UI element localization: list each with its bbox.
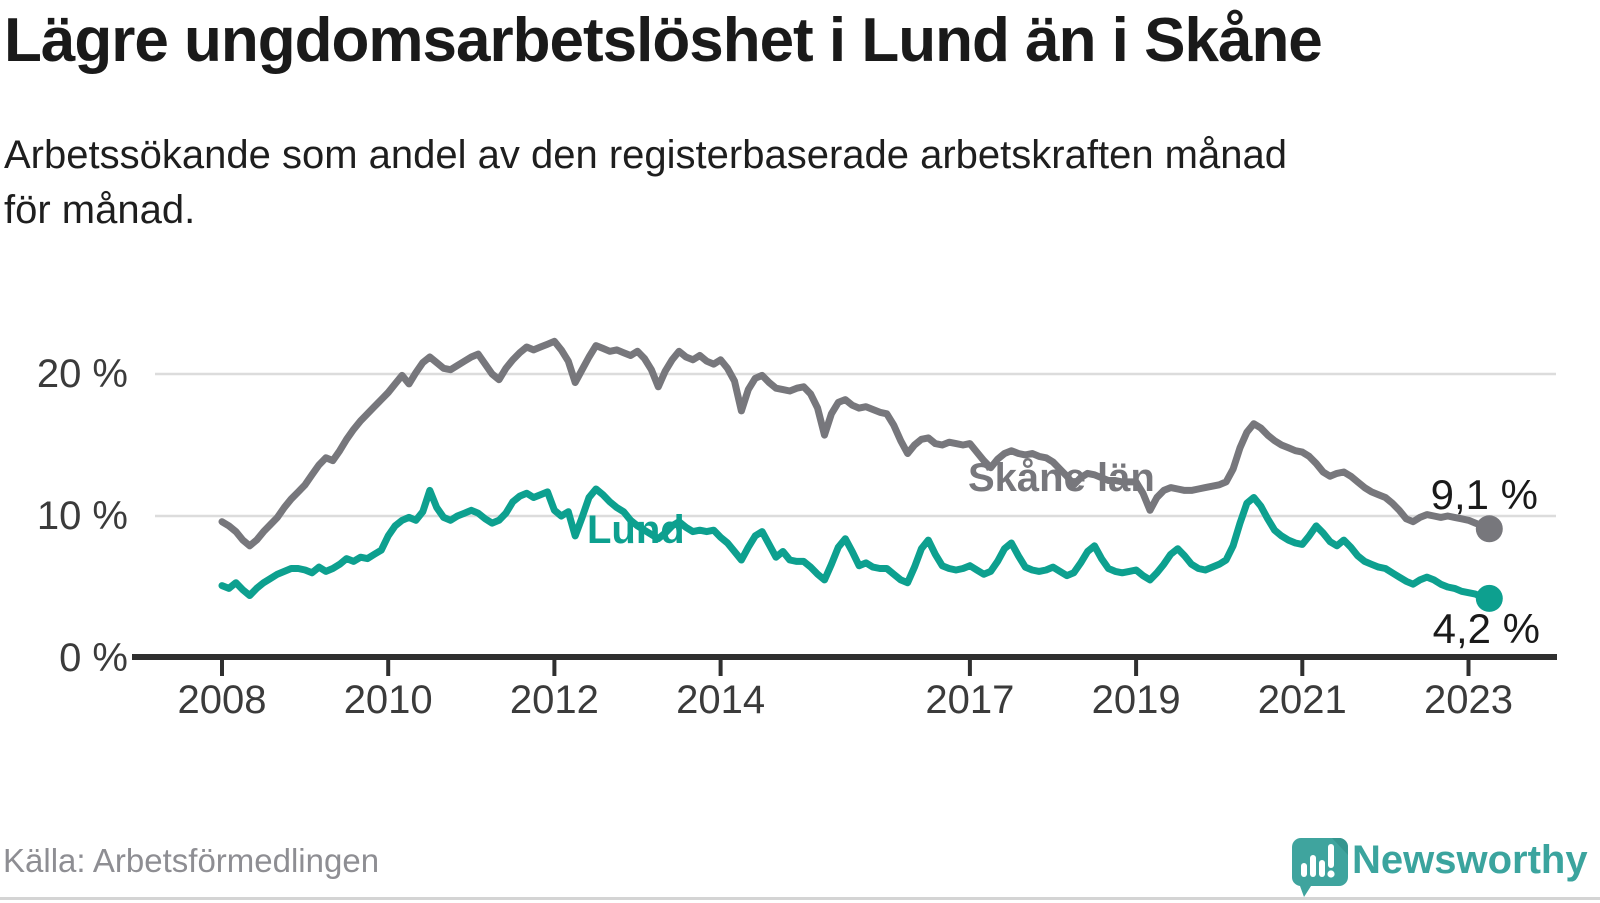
y-tick-label: 0 % [59,636,128,680]
newsworthy-logo-text: Newsworthy [1352,838,1588,882]
end-value-label-lund: 4,2 % [1432,605,1540,652]
newsworthy-logo: Newsworthy [1288,832,1598,898]
x-tick-label: 2019 [1091,678,1181,722]
x-tick-label: 2008 [177,678,267,722]
series-line-lund [218,485,1493,602]
x-tick-label: 2017 [925,678,1015,722]
y-tick-label: 20 % [36,352,128,396]
x-tick-label: 2010 [343,678,433,722]
end-value-label-skane: 9,1 % [1430,471,1538,518]
page-subtitle: Arbetssökande som andel av den registerb… [4,133,1287,233]
source-attribution: Källa: Arbetsförmedlingen [3,842,380,879]
series-end-dot-lund [1475,584,1503,612]
x-tick-label: 2012 [509,678,599,722]
series-label-skane: Skåne län [968,456,1155,500]
series-label-lund: Lund [587,508,685,552]
x-tick-label: 2023 [1424,678,1513,722]
bottom-border [0,897,1600,900]
x-tick-label: 2014 [676,678,766,722]
line-chart [132,337,1557,676]
y-tick-label: 10 % [36,494,128,538]
x-tick-label: 2021 [1257,678,1347,722]
page-title: Lägre ungdomsarbetslöshet i Lund än i Sk… [4,6,1323,75]
newsworthy-logo-icon [1291,838,1348,897]
series-end-dot-skane [1475,515,1503,543]
series-line-skane [218,337,1493,550]
